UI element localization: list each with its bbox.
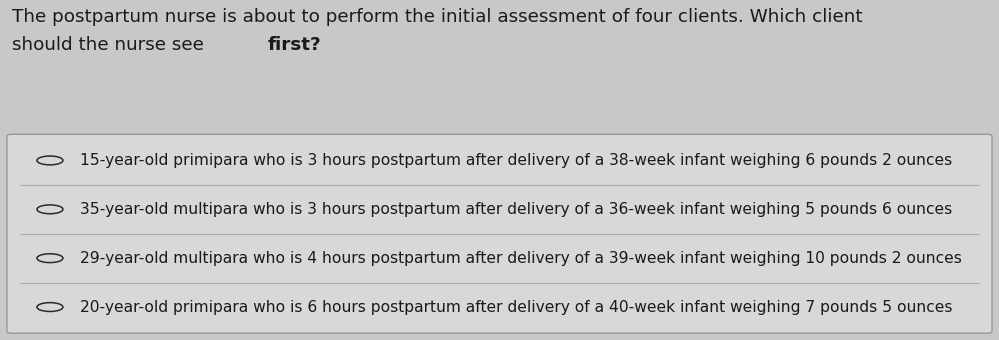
- Text: first?: first?: [267, 36, 321, 54]
- Text: 20-year-old primipara who is 6 hours postpartum after delivery of a 40-week infa: 20-year-old primipara who is 6 hours pos…: [80, 300, 952, 315]
- FancyBboxPatch shape: [7, 134, 992, 333]
- Text: should the nurse see: should the nurse see: [12, 36, 210, 54]
- Text: The postpartum nurse is about to perform the initial assessment of four clients.: The postpartum nurse is about to perform…: [12, 8, 862, 27]
- Text: 29-year-old multipara who is 4 hours postpartum after delivery of a 39-week infa: 29-year-old multipara who is 4 hours pos…: [80, 251, 962, 266]
- Text: 15-year-old primipara who is 3 hours postpartum after delivery of a 38-week infa: 15-year-old primipara who is 3 hours pos…: [80, 153, 952, 168]
- Text: 35-year-old multipara who is 3 hours postpartum after delivery of a 36-week infa: 35-year-old multipara who is 3 hours pos…: [80, 202, 952, 217]
